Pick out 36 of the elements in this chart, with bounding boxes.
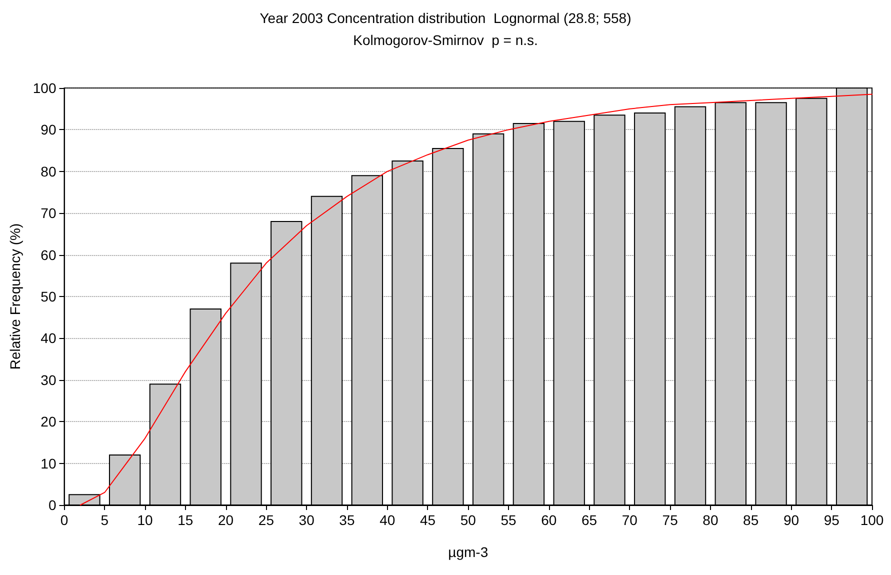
y-tick-label: 30 (40, 372, 56, 388)
y-tick-label: 20 (40, 414, 56, 430)
x-tick-label: 90 (783, 512, 800, 528)
x-tick-label: 65 (582, 512, 598, 528)
x-tick-label: 80 (702, 512, 718, 528)
x-tick-label: 50 (460, 512, 476, 528)
y-tick-label: 100 (32, 80, 56, 96)
x-tick-label: 75 (662, 512, 678, 528)
x-tick-label: 45 (420, 512, 436, 528)
x-tick-label: 5 (100, 512, 109, 528)
y-tick-label: 10 (40, 455, 56, 472)
x-tick-label: 70 (622, 512, 638, 528)
y-tick-label: 70 (40, 205, 56, 222)
x-tick-label: 20 (218, 512, 234, 528)
y-axis-title: Relative Frequency (%) (7, 223, 23, 370)
y-tick-label: 40 (40, 330, 56, 346)
x-tick-label: 85 (743, 512, 759, 528)
x-tick-label: 60 (541, 512, 557, 528)
x-tick-label: 25 (258, 512, 274, 528)
x-tick-label: 40 (380, 512, 396, 528)
x-tick-label: 55 (500, 512, 517, 528)
x-tick-label: 10 (137, 512, 154, 528)
y-tick-label: 0 (48, 497, 56, 513)
y-tick-label: 80 (40, 163, 56, 180)
x-tick-label: 30 (298, 512, 315, 528)
y-tick-label: 60 (40, 246, 56, 263)
chart-title: Year 2003 Concentration distribution Lognormal (28.8; 558) (260, 10, 632, 26)
y-tick-label: 50 (40, 288, 56, 304)
chart-subtitle: Kolmogorov-Smirnov p = n.s. (353, 32, 538, 48)
x-tick-label: 0 (60, 512, 68, 528)
x-tick-label: 100 (860, 512, 884, 528)
x-tick-label: 95 (824, 512, 840, 528)
x-tick-label: 35 (339, 512, 355, 528)
x-tick-label: 15 (178, 512, 194, 528)
x-axis-title: µgm-3 (448, 544, 488, 560)
y-tick-label: 90 (40, 122, 56, 138)
